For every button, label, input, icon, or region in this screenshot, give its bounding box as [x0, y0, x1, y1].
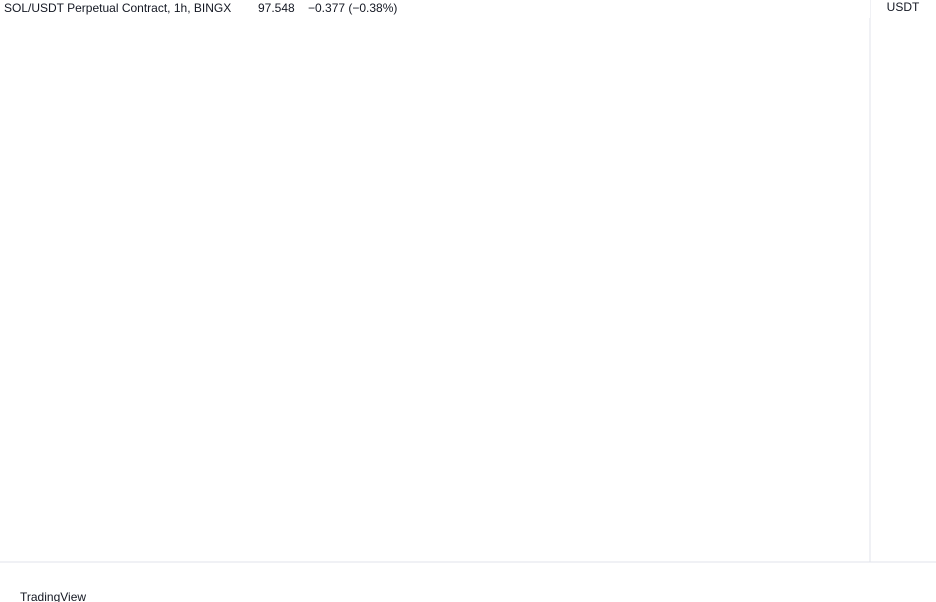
header-bg [0, 0, 870, 18]
header-change: −0.377 (−0.38%) [308, 1, 397, 15]
chart-title: SOL/USDT Perpetual Contract, 1h, BINGX [4, 1, 231, 15]
header-price: 97.548 [258, 1, 295, 15]
axis-unit: USDT [887, 0, 920, 14]
brand: TradingView [20, 590, 86, 602]
